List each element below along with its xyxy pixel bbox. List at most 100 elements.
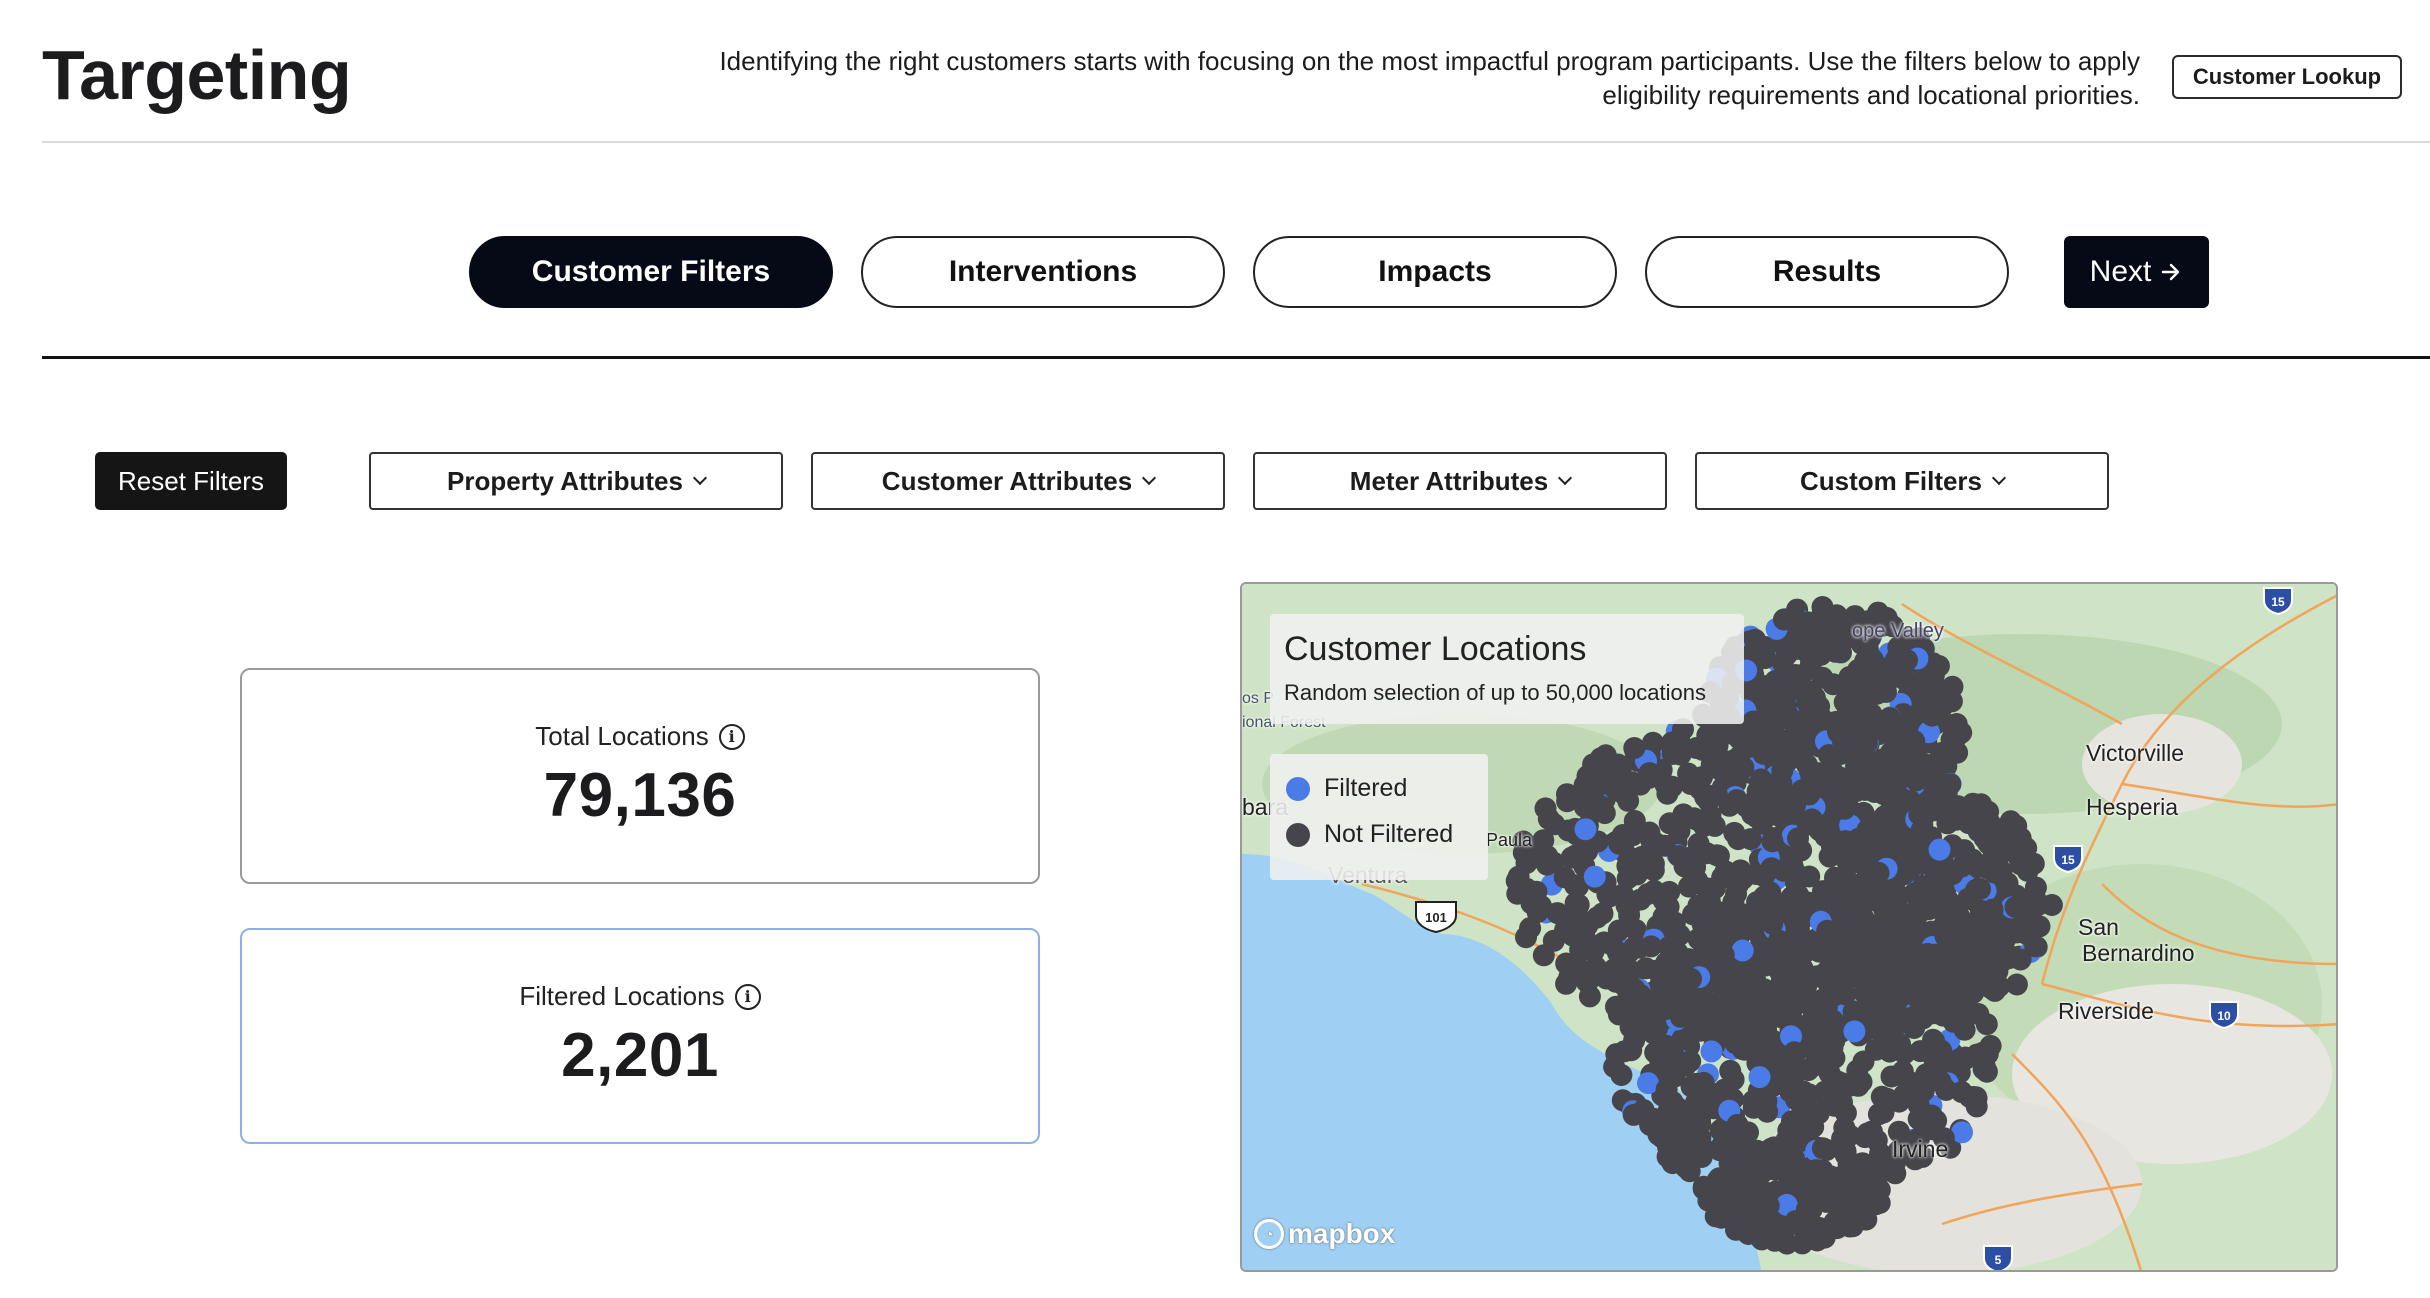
location-point	[1842, 1177, 1864, 1199]
location-point	[1699, 804, 1722, 827]
legend-item-filtered: Filtered	[1286, 774, 1407, 803]
location-point	[1920, 704, 1943, 727]
location-point	[1623, 737, 1646, 759]
location-point	[1903, 1017, 1926, 1039]
reset-filters-button[interactable]: Reset Filters	[95, 452, 287, 510]
location-point	[1525, 843, 1548, 866]
location-point	[1723, 1146, 1746, 1169]
location-point	[1996, 872, 2019, 895]
meter-attributes-dropdown[interactable]: Meter Attributes	[1253, 452, 1667, 510]
location-point	[1532, 944, 1555, 967]
location-point	[1750, 768, 1772, 791]
location-point	[1693, 988, 1715, 1011]
location-point	[1782, 958, 1805, 981]
highway-shield-icon: 10	[2209, 1001, 2239, 1030]
dropdown-label: Meter Attributes	[1349, 465, 1549, 496]
location-point	[1720, 1019, 1743, 1042]
location-point	[1744, 1152, 1767, 1175]
location-point	[1689, 1107, 1711, 1130]
location-point	[1841, 1200, 1864, 1223]
tab-customer-filters[interactable]: Customer Filters	[469, 236, 833, 308]
page-title: Targeting	[42, 36, 352, 114]
location-point	[1671, 1118, 1694, 1141]
next-button-label: Next	[2089, 255, 2152, 288]
location-point	[1576, 840, 1599, 863]
filtered-dot-icon	[1286, 776, 1310, 801]
location-point	[1744, 1179, 1767, 1202]
location-point	[1526, 901, 1549, 923]
customer-lookup-button[interactable]: Customer Lookup	[2172, 55, 2402, 99]
location-point	[1885, 648, 1908, 671]
info-icon[interactable]: i	[718, 723, 745, 750]
location-point	[1917, 898, 1940, 921]
location-point	[1569, 930, 1592, 953]
location-point	[1918, 675, 1941, 698]
place-label: Riverside	[2058, 998, 2154, 1024]
tab-impacts[interactable]: Impacts	[1253, 236, 1617, 308]
location-point	[1749, 1022, 1772, 1045]
location-point	[1689, 1019, 1712, 1042]
location-point	[1969, 945, 1992, 968]
location-point	[1758, 887, 1781, 910]
location-point	[1691, 841, 1714, 864]
location-point	[1873, 935, 1895, 958]
location-point	[1692, 1142, 1715, 1165]
location-point	[1564, 892, 1587, 915]
location-point	[2005, 973, 2028, 996]
location-point	[1980, 977, 2003, 1000]
mapbox-logo-icon: ◔	[1254, 1219, 1284, 1249]
location-point	[1546, 902, 1569, 925]
location-point	[1833, 904, 1856, 927]
location-point	[1868, 878, 1891, 901]
next-button[interactable]: Next	[2064, 236, 2209, 308]
location-point	[1925, 958, 1948, 981]
arrow-right-icon	[2162, 263, 2180, 281]
location-point	[1795, 1198, 1818, 1221]
location-point	[2024, 935, 2047, 958]
dropdown-label: Customer Attributes	[881, 465, 1133, 496]
location-point	[1811, 1137, 1834, 1160]
location-point	[1853, 892, 1876, 915]
filtered-locations-card: Filtered Locations i 2,201	[240, 928, 1040, 1144]
location-point	[1589, 768, 1612, 791]
not-filtered-dot-icon	[1286, 822, 1310, 847]
property-attributes-dropdown[interactable]: Property Attributes	[369, 452, 783, 510]
location-point	[1879, 911, 1902, 934]
legend-item-not-filtered: Not Filtered	[1286, 820, 1453, 849]
place-label: Bernardino	[2082, 940, 2195, 966]
location-point	[1678, 875, 1700, 898]
mapbox-logo[interactable]: ◔ mapbox	[1254, 1218, 1395, 1250]
location-point	[1783, 1041, 1806, 1064]
location-point	[1822, 1044, 1845, 1067]
customer-attributes-dropdown[interactable]: Customer Attributes	[811, 452, 1225, 510]
info-icon[interactable]: i	[734, 983, 761, 1010]
urban-area	[2082, 714, 2242, 814]
custom-filters-dropdown[interactable]: Custom Filters	[1695, 452, 2109, 510]
map-title: Customer Locations	[1284, 630, 1587, 668]
location-point	[1612, 999, 1635, 1022]
tab-results[interactable]: Results	[1645, 236, 2009, 308]
location-point	[1891, 1060, 1914, 1083]
svg-text:101: 101	[1425, 910, 1447, 925]
map-legend: Filtered Not Filtered	[1270, 754, 1488, 880]
location-point	[1643, 879, 1666, 902]
location-point	[1713, 981, 1736, 1004]
location-point	[1741, 803, 1764, 826]
place-label: Victorville	[2086, 740, 2184, 766]
location-point	[1731, 939, 1754, 962]
location-point	[1619, 1016, 1642, 1039]
customer-locations-map[interactable]: 15 15 10 101 5 Victorville Hesperia San …	[1240, 582, 2338, 1272]
location-point	[1700, 1040, 1723, 1063]
location-point	[1833, 797, 1856, 820]
location-point	[1861, 704, 1884, 727]
location-point	[1864, 1038, 1887, 1061]
location-point	[1798, 1083, 1821, 1106]
location-point	[1739, 970, 1762, 993]
svg-text:5: 5	[1995, 1253, 2002, 1267]
location-point	[1929, 880, 1952, 903]
dropdown-label: Custom Filters	[1799, 465, 1983, 496]
location-point	[1908, 803, 1931, 826]
location-point	[1892, 934, 1915, 957]
tab-interventions[interactable]: Interventions	[861, 236, 1225, 308]
location-point	[1748, 1066, 1771, 1089]
